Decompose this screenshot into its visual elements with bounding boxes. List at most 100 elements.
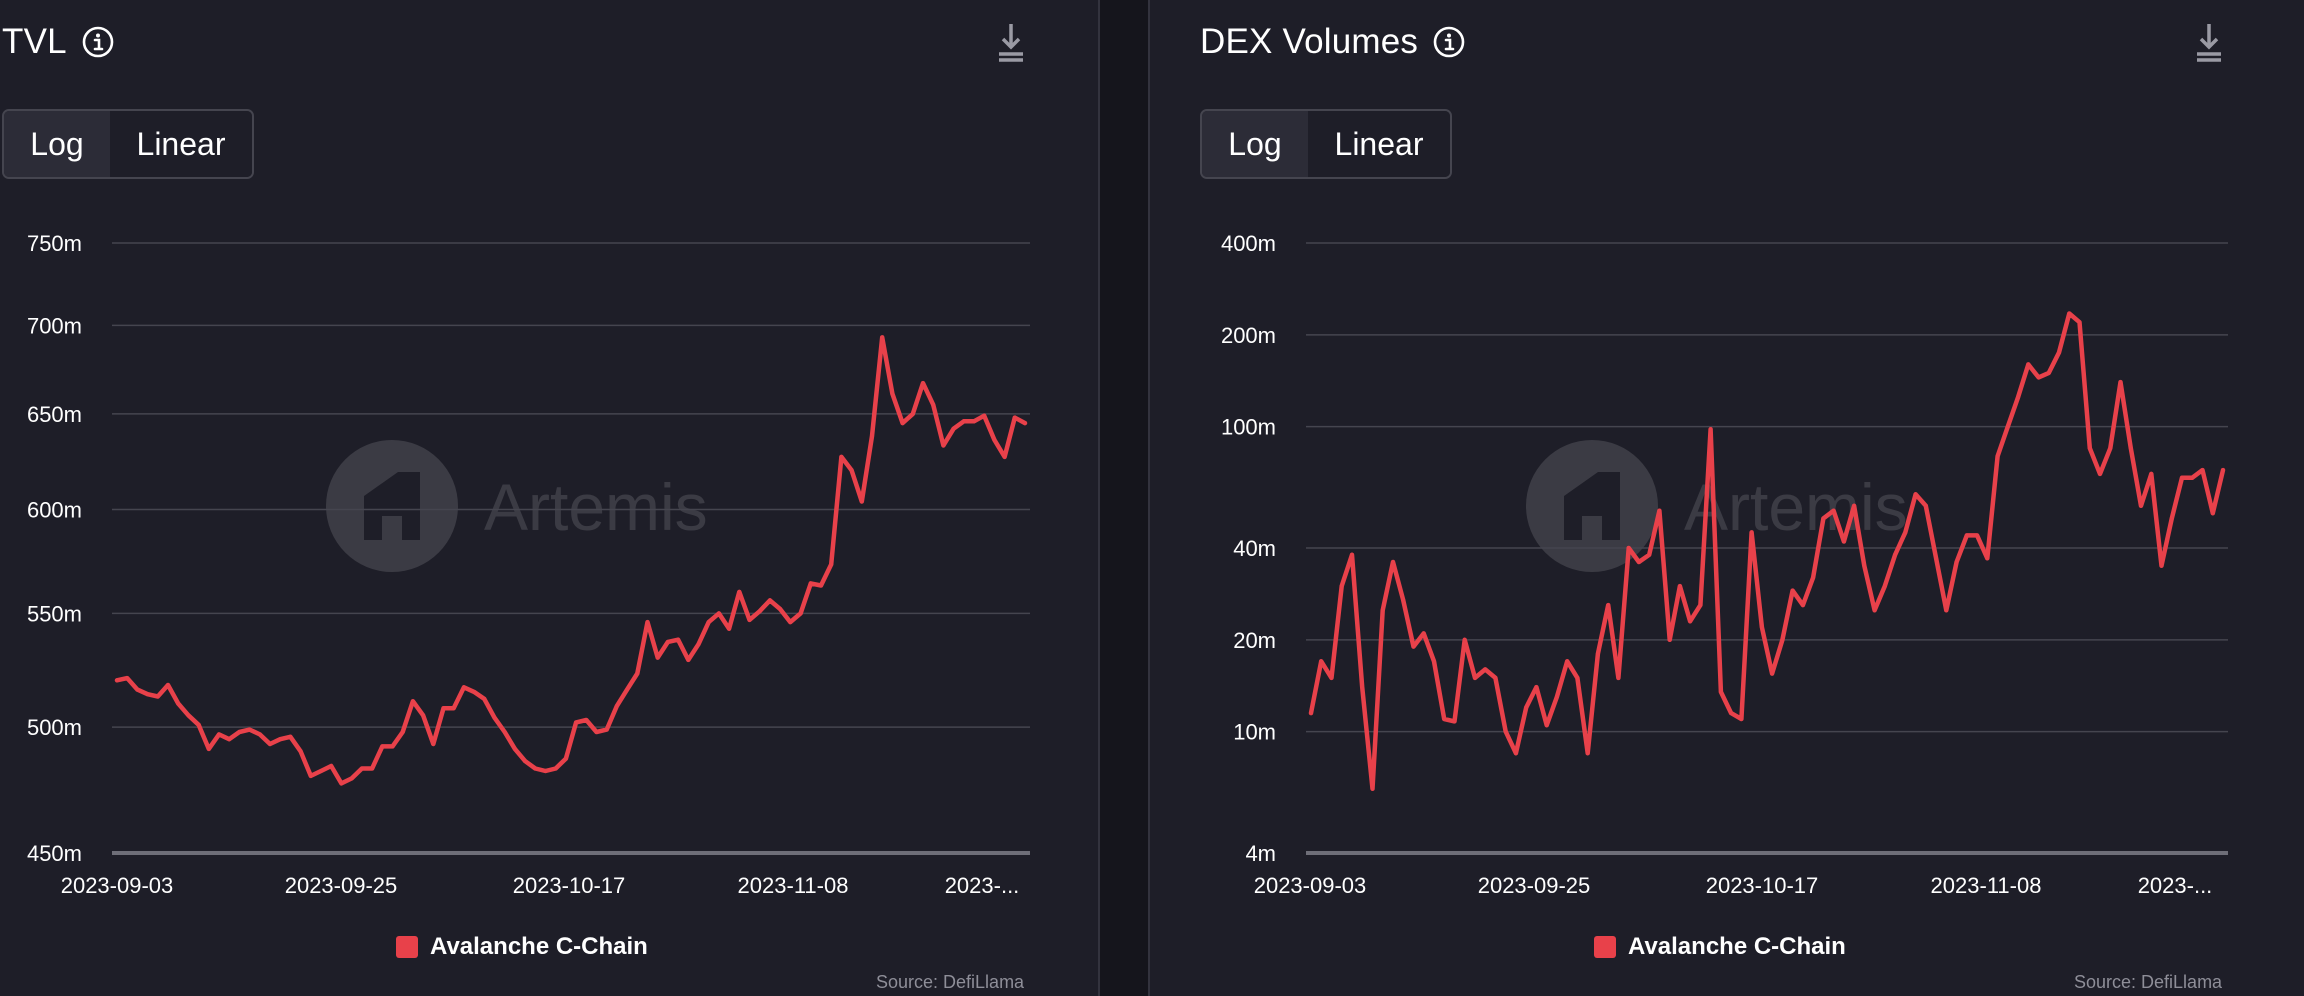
- data-point: [145, 692, 150, 697]
- x-tick-label: 2023-09-03: [61, 873, 174, 898]
- data-point: [492, 715, 497, 720]
- data-point: [2180, 475, 2184, 480]
- data-point: [951, 426, 956, 431]
- data-point: [257, 732, 262, 737]
- info-icon[interactable]: [81, 25, 115, 59]
- data-point: [890, 391, 895, 396]
- info-icon[interactable]: [1432, 25, 1466, 59]
- scale-toggle: Log Linear: [2, 109, 254, 179]
- download-icon[interactable]: [994, 20, 1028, 64]
- data-point: [359, 766, 364, 771]
- data-point: [1370, 786, 1375, 791]
- data-point: [512, 746, 517, 751]
- data-point: [1616, 675, 1621, 680]
- data-point: [523, 759, 528, 764]
- watermark-logo: [326, 440, 458, 572]
- y-tick-label: 200m: [1221, 323, 1276, 348]
- data-point: [1350, 552, 1354, 557]
- data-point: [1729, 711, 1734, 716]
- data-point: [1698, 603, 1703, 608]
- x-tick-label: 2023-10-17: [513, 873, 626, 898]
- data-point: [931, 402, 936, 407]
- data-point: [900, 421, 905, 426]
- x-tick-label: 2023-10-17: [1706, 873, 1819, 898]
- data-point: [1585, 751, 1590, 756]
- data-point: [921, 381, 925, 386]
- data-point: [115, 678, 119, 683]
- data-point: [533, 766, 538, 771]
- x-tick-label: 2023-11-08: [738, 873, 849, 898]
- watermark-text: Artemis: [484, 470, 708, 544]
- data-point: [1554, 694, 1559, 699]
- data-point: [482, 696, 487, 701]
- data-point: [166, 683, 170, 687]
- data-point: [2057, 350, 2061, 355]
- data-point: [747, 617, 752, 622]
- dex-volumes-panel: Artemis 4m 10m 20m 40m 100m 200m 400m 2023-09-03…: [1148, 0, 2304, 996]
- data-point: [176, 701, 181, 706]
- data-point: [288, 734, 293, 739]
- legend-label: Avalanche C-Chain: [430, 933, 648, 960]
- legend[interactable]: Avalanche C-Chain: [396, 930, 648, 964]
- legend-swatch: [396, 936, 418, 958]
- y-tick-label: 450m: [27, 841, 82, 866]
- download-icon[interactable]: [2192, 20, 2226, 64]
- data-point: [1452, 719, 1457, 724]
- data-point: [614, 703, 619, 708]
- data-point: [298, 749, 303, 754]
- data-point: [451, 706, 456, 711]
- data-point: [1872, 608, 1877, 613]
- data-point: [706, 620, 711, 625]
- data-point: [1831, 508, 1836, 513]
- data-point: [982, 413, 987, 418]
- series-line: [1308, 311, 2226, 791]
- data-point: [1923, 503, 1928, 508]
- log-toggle-button[interactable]: Log: [1202, 111, 1308, 177]
- data-point: [1739, 717, 1744, 721]
- data-point: [1493, 675, 1498, 680]
- linear-toggle-button[interactable]: Linear: [110, 111, 252, 177]
- data-point: [1790, 588, 1795, 593]
- y-tick-label: 100m: [1221, 415, 1276, 440]
- data-point: [461, 685, 466, 690]
- data-point: [400, 730, 405, 734]
- data-point: [1913, 492, 1918, 497]
- y-tick-label: 400m: [1221, 231, 1276, 256]
- data-point: [829, 562, 834, 567]
- data-point: [410, 699, 415, 704]
- linear-toggle-button[interactable]: Linear: [1308, 111, 1450, 177]
- data-point: [870, 434, 874, 439]
- data-point: [2128, 446, 2133, 451]
- data-point: [1442, 717, 1447, 721]
- y-tick-label: 4m: [1245, 841, 1276, 866]
- x-tick-label: 2023-09-25: [1478, 873, 1591, 898]
- data-point: [880, 335, 885, 340]
- data-point: [1565, 659, 1570, 664]
- data-point: [1483, 667, 1488, 672]
- log-toggle-button[interactable]: Log: [4, 111, 110, 177]
- data-point: [727, 626, 732, 631]
- data-point: [431, 742, 436, 746]
- data-point: [1524, 705, 1529, 710]
- watermark: Artemis: [1526, 440, 1908, 572]
- data-point: [1770, 671, 1775, 676]
- data-point: [380, 744, 385, 749]
- data-point: [696, 642, 701, 647]
- data-point: [206, 746, 211, 751]
- data-point: [1903, 530, 1908, 535]
- data-point: [1401, 598, 1406, 603]
- x-tick-label: 2023-09-25: [285, 873, 398, 898]
- dex-volumes-chart: Artemis 4m 10m 20m 40m 100m 200m 400m 2023-09-03…: [1221, 231, 2228, 898]
- data-point: [2210, 511, 2215, 516]
- data-point: [472, 689, 477, 694]
- data-point: [1462, 637, 1467, 642]
- data-point: [778, 607, 783, 611]
- data-point: [665, 639, 670, 644]
- data-point: [155, 694, 160, 699]
- data-point: [1309, 711, 1313, 716]
- data-point: [441, 706, 446, 711]
- data-point: [594, 730, 599, 734]
- legend[interactable]: Avalanche C-Chain: [1594, 930, 1846, 964]
- data-point: [1360, 685, 1365, 690]
- data-point: [268, 742, 272, 746]
